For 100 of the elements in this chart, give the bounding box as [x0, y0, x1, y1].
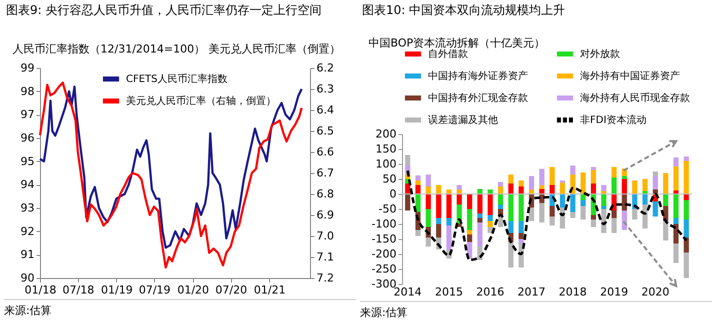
bar: [673, 194, 679, 218]
y2-tick-label: 6.7: [316, 166, 334, 180]
legend-label: 自外借款: [428, 48, 468, 60]
bar: [590, 215, 596, 220]
bar: [426, 174, 431, 186]
bar: [446, 218, 452, 226]
bar: [590, 170, 596, 184]
bar: [684, 200, 689, 220]
bar: [508, 221, 514, 233]
y2-tick-label: 6.5: [316, 124, 334, 138]
y-tick-label: 150: [376, 142, 396, 156]
x-tick-label: 01/19: [100, 284, 133, 296]
y2-tick-label: 6.4: [316, 104, 334, 116]
bar: [508, 194, 514, 221]
y-tick-label: -200: [372, 248, 396, 260]
bar: [415, 185, 421, 194]
bar: [405, 194, 410, 210]
chart-title: 图表9: 央行容忍人民币升值，人民币汇率仍存一定上行空间: [6, 3, 322, 17]
bar: [508, 174, 514, 184]
y-tick-label: -300: [372, 278, 396, 290]
y-tick-label: 92: [20, 224, 34, 238]
bar: [477, 222, 482, 246]
bar: [550, 206, 555, 216]
legend-label: 美元兑人民币汇率（右轴，倒置）: [126, 95, 276, 107]
y-tick-label: -150: [372, 232, 396, 246]
y2-axis-title: 美元兑人民币汇率（倒置）: [208, 42, 340, 56]
bar: [456, 185, 462, 190]
source-note: 来源:估算: [360, 301, 712, 320]
bar: [426, 209, 431, 227]
legend-label: 海外持有人民币现金存款: [580, 92, 690, 104]
bar: [405, 155, 410, 166]
bar: [642, 194, 648, 204]
bar: [632, 209, 638, 220]
bar: [539, 185, 544, 189]
bar: [518, 180, 524, 186]
y2-tick-label: 6.9: [316, 208, 334, 222]
legend-label: CFETS人民币汇率指数: [126, 73, 228, 85]
bar: [570, 194, 576, 212]
y-tick-label: 97: [20, 108, 34, 122]
bar: [570, 212, 576, 218]
bar: [436, 218, 442, 224]
bar: [539, 203, 544, 222]
bar: [612, 167, 617, 178]
legend-label: 中国持有外汇现金存款: [428, 92, 528, 104]
bar: [528, 176, 534, 190]
bar: [498, 186, 504, 194]
bar: [550, 185, 555, 194]
bar: [488, 221, 493, 227]
bar: [477, 194, 482, 214]
bar: [550, 167, 555, 185]
y-tick-label: 0: [390, 188, 396, 200]
bar: [663, 194, 668, 206]
bar: [663, 173, 668, 194]
y-tick-label: 200: [376, 128, 396, 140]
x-tick-label: 2020: [641, 286, 670, 298]
x-tick-label: 01/18: [24, 284, 56, 296]
bar: [601, 185, 606, 191]
bar: [467, 194, 472, 209]
bar: [590, 167, 596, 170]
bar: [539, 168, 544, 186]
bar: [590, 184, 596, 194]
bar: [622, 179, 627, 194]
bar: [580, 200, 586, 206]
bar: [663, 221, 668, 240]
bar: [518, 186, 524, 194]
bar: [518, 239, 524, 244]
bar: [642, 179, 648, 191]
y2-tick-label: 6.8: [316, 188, 334, 200]
y-tick-label: 96: [20, 132, 34, 144]
bar: [446, 226, 452, 250]
bar: [528, 208, 534, 221]
legend-label: 误差遗漏及其他: [428, 114, 498, 126]
bar: [560, 194, 566, 208]
bar: [446, 194, 452, 218]
y-tick-label: 95: [20, 154, 34, 168]
bar: [601, 206, 606, 209]
bar: [673, 218, 679, 224]
y-tick-label: -250: [372, 262, 396, 276]
bar: [612, 178, 617, 194]
bar: [622, 176, 627, 179]
y2-tick-label: 7.0: [316, 230, 334, 242]
legend-label: 海外持有中国证券资产: [580, 70, 680, 82]
y2-tick-label: 7.1: [316, 250, 334, 264]
bar: [580, 172, 586, 194]
x-tick-label: 2015: [434, 286, 463, 298]
bar: [498, 182, 504, 186]
x-tick-label: 07/18: [62, 284, 94, 296]
y2-tick-label: 7.2: [316, 272, 334, 284]
bar: [673, 244, 679, 263]
x-tick-label: 07/19: [138, 284, 171, 296]
y-tick-label: 90: [20, 272, 34, 284]
x-tick-label: 2019: [600, 286, 628, 298]
bar: [508, 242, 514, 268]
y-axis-title: 中国BOP资本流动拆解（十亿美元）: [368, 36, 546, 50]
x-tick-label: 07/20: [215, 284, 248, 296]
chart-title: 图表10: 中国资本双向流动规模均上升: [362, 3, 566, 17]
legend-label: 非FDI资本流动: [580, 114, 646, 126]
x-tick-label: 2016: [476, 286, 504, 298]
bar: [518, 233, 524, 239]
y-tick-label: 91: [20, 248, 34, 262]
